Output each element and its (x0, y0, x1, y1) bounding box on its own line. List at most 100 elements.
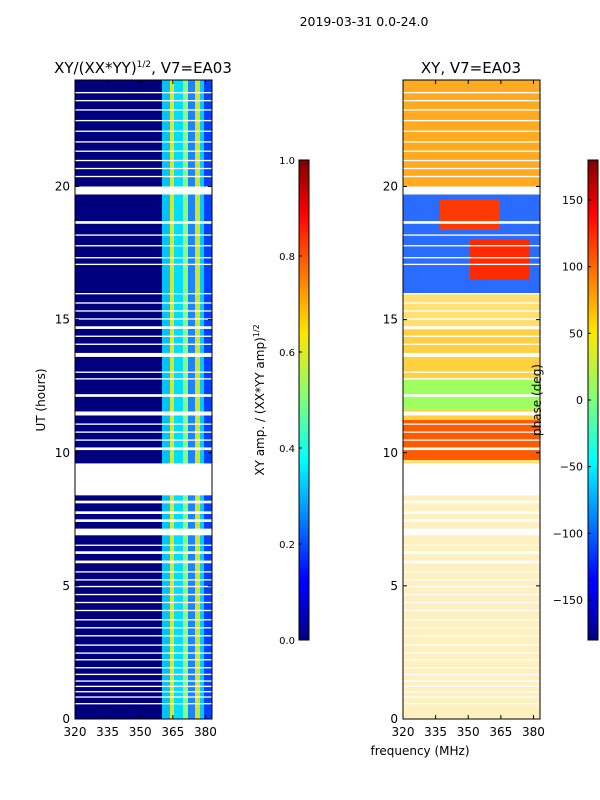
amp-gap-band (75, 245, 212, 247)
phase-gap-band (403, 644, 540, 646)
phase-x-label: frequency (MHz) (370, 744, 469, 758)
amp-gap-band (75, 263, 212, 266)
phase-gap-band (403, 141, 540, 143)
amp-panel: XY/(XX*YY)1/2, V7=EA03 320 335 350 365 380 0… (34, 59, 232, 739)
amp-gap-band (75, 551, 212, 554)
amp-gap-band (75, 221, 212, 224)
phase-gap-band (403, 150, 540, 152)
amp-gap-band (75, 234, 212, 236)
amp-colorbar-tick-label: 0.4 (279, 444, 295, 455)
phase-colorbar-tick-label: −50 (560, 461, 583, 474)
amp-gap-band (75, 310, 212, 312)
amp-gap-band (75, 619, 212, 621)
phase-gap-band (403, 511, 540, 514)
phase-gap-band (403, 221, 540, 224)
phase-gap-band (403, 551, 540, 554)
phase-x-tick-label: 335 (424, 725, 447, 739)
phase-gap-band (403, 91, 540, 94)
amp-gap-band (75, 99, 212, 102)
phase-gap-band (403, 352, 540, 357)
amp-colorbar: 0.0 0.2 0.4 0.6 0.8 1.0 XY amp. / (XX*YY amp)… (252, 156, 310, 647)
phase-colorbar-tick-label: −150 (553, 594, 583, 607)
phase-gap-band (403, 439, 540, 441)
amp-colorbar-tick-label: 0.0 (279, 636, 295, 647)
phase-gap-band (403, 609, 540, 612)
amp-x-tick-label: 380 (194, 725, 217, 739)
amp-gap-band (75, 150, 212, 152)
phase-colorbar-tick-label: −100 (553, 527, 583, 540)
amp-y-tick-label: 15 (55, 313, 70, 327)
amp-gap-band (75, 652, 212, 654)
phase-gap-band (403, 431, 540, 433)
amp-gap-band (75, 335, 212, 337)
phase-gap-band (403, 691, 540, 693)
amp-gap-band (75, 119, 212, 122)
amp-gap-band (75, 680, 212, 682)
phase-axes-frame (402, 79, 541, 720)
phase-colorbar-tick-label: 100 (562, 261, 583, 274)
amp-gap-band (75, 519, 212, 522)
phase-gap-band (403, 310, 540, 312)
amp-y-tick-label: 10 (55, 446, 70, 460)
amp-gap-band (75, 394, 212, 397)
phase-gap-band (403, 685, 540, 688)
phase-gap-band (403, 245, 540, 247)
phase-gap-band (403, 130, 540, 132)
amp-gap-band (75, 601, 212, 604)
amp-gap-band (75, 500, 212, 504)
amp-x-tick-label: 320 (64, 725, 87, 739)
phase-gap-band (403, 411, 540, 416)
phase-colorbar-tick-label: 0 (576, 394, 583, 407)
amp-x-tick-label: 350 (129, 725, 152, 739)
amp-gap-band (75, 667, 212, 669)
amp-gap-band (75, 326, 212, 329)
phase-x-tick-label: 380 (522, 725, 545, 739)
phase-gap-band (403, 560, 540, 564)
amp-title: XY/(XX*YY)1/2, V7=EA03 (54, 59, 232, 77)
phase-gap-band (403, 119, 540, 122)
amp-gap-band (75, 302, 212, 304)
phase-gap-band (403, 343, 540, 345)
amp-gap-band (75, 511, 212, 514)
phase-gap-band (403, 528, 540, 536)
amp-y-tick-label: 0 (62, 712, 70, 726)
phase-gap-band (403, 667, 540, 669)
phase-colorbar-tick-label: 50 (569, 327, 583, 340)
phase-gap-band (403, 585, 540, 588)
amp-colorbar-tick-label: 0.2 (279, 540, 295, 551)
amp-gap-band (75, 141, 212, 143)
phase-gap-band (403, 175, 540, 178)
amp-gap-band (75, 167, 212, 170)
phase-title: XY, V7=EA03 (421, 59, 521, 77)
amp-gap-band (75, 378, 212, 380)
phase-gap-band (403, 109, 540, 111)
amp-gap-band (75, 423, 212, 425)
phase-y-tick-label: 15 (383, 313, 398, 327)
phase-colorbar: −150 −100 −50 0 50 100 150 phase (deg) (530, 159, 599, 641)
phase-gap-band (403, 378, 540, 380)
amp-gap-band (75, 560, 212, 564)
amp-gap-band (75, 544, 212, 546)
amp-gap-band (75, 343, 212, 345)
phase-y-tick-label: 10 (383, 446, 398, 460)
phase-gap-band (403, 579, 540, 581)
phase-gap-band (403, 593, 540, 596)
amp-gap-band (75, 696, 212, 698)
suptitle: 2019-03-31 0.0-24.0 (300, 14, 429, 29)
phase-gap-band (403, 302, 540, 304)
amp-gap-band (75, 352, 212, 357)
amp-x-tick-label: 365 (161, 725, 184, 739)
phase-gap-band (403, 99, 540, 102)
phase-colorbar-label: phase (deg) (530, 364, 544, 436)
amp-gap-band (75, 659, 212, 661)
amp-gap-band (75, 257, 212, 259)
phase-gap-band (403, 696, 540, 698)
phase-y-tick-label: 5 (390, 579, 398, 593)
amp-gap-band (75, 463, 212, 496)
phase-gap-band (403, 463, 540, 496)
amp-gap-band (75, 109, 212, 111)
phase-y-axis: 0 5 10 15 20 (383, 180, 540, 726)
amp-x-tick-label: 335 (96, 725, 119, 739)
amp-colorbar-tick-label: 0.6 (279, 348, 295, 359)
